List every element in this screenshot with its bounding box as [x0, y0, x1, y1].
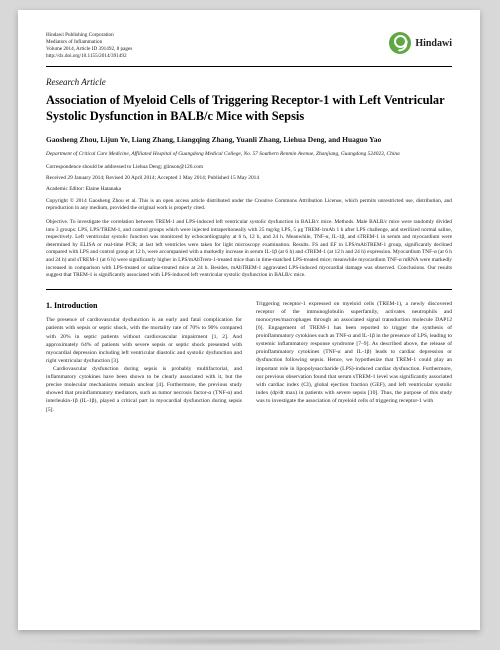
paper-page: Hindawi Publishing Corporation Mediators… [18, 10, 480, 630]
paragraph: Cardiovascular dysfunction during sepsis… [46, 365, 242, 414]
body-columns: 1. Introduction The presence of cardiova… [46, 300, 452, 414]
section-heading: 1. Introduction [46, 300, 242, 312]
doi-line: http://dx.doi.org/10.1155/2014/391492 [46, 53, 132, 60]
academic-editor: Academic Editor: Elaine Hatanaka [46, 186, 452, 192]
publication-dates: Received 29 January 2014; Revised 20 Apr… [46, 175, 452, 181]
paragraph: The presence of cardiovascular dysfuncti… [46, 316, 242, 365]
publisher-name: Hindawi [415, 38, 452, 49]
copyright-notice: Copyright © 2014 Gaosheng Zhou et al. Th… [46, 198, 452, 213]
header-divider [46, 66, 452, 67]
journal-line: Mediators of Inflammation [46, 39, 132, 46]
column-right: Triggering receptor-1 expressed on myelo… [256, 300, 452, 414]
page-shadow [30, 636, 468, 646]
paragraph: Triggering receptor-1 expressed on myelo… [256, 300, 452, 405]
column-left: 1. Introduction The presence of cardiova… [46, 300, 242, 414]
abstract-divider [46, 289, 452, 290]
volume-line: Volume 2014, Article ID 391492, 8 pages [46, 46, 132, 53]
hindawi-icon [389, 32, 411, 54]
article-title: Association of Myeloid Cells of Triggeri… [46, 92, 452, 125]
publisher-info: Hindawi Publishing Corporation Mediators… [46, 32, 132, 60]
abstract: Objective. To investigate the correlatio… [46, 219, 452, 280]
publisher-line: Hindawi Publishing Corporation [46, 32, 132, 39]
article-type: Research Article [46, 77, 452, 87]
author-list: Gaosheng Zhou, Lijun Ye, Liang Zhang, Li… [46, 135, 452, 146]
affiliation: Department of Critical Care Medicine, Af… [46, 151, 452, 158]
header-row: Hindawi Publishing Corporation Mediators… [46, 32, 452, 60]
correspondence: Correspondence should be addressed to Li… [46, 164, 452, 170]
publisher-logo: Hindawi [389, 32, 452, 54]
